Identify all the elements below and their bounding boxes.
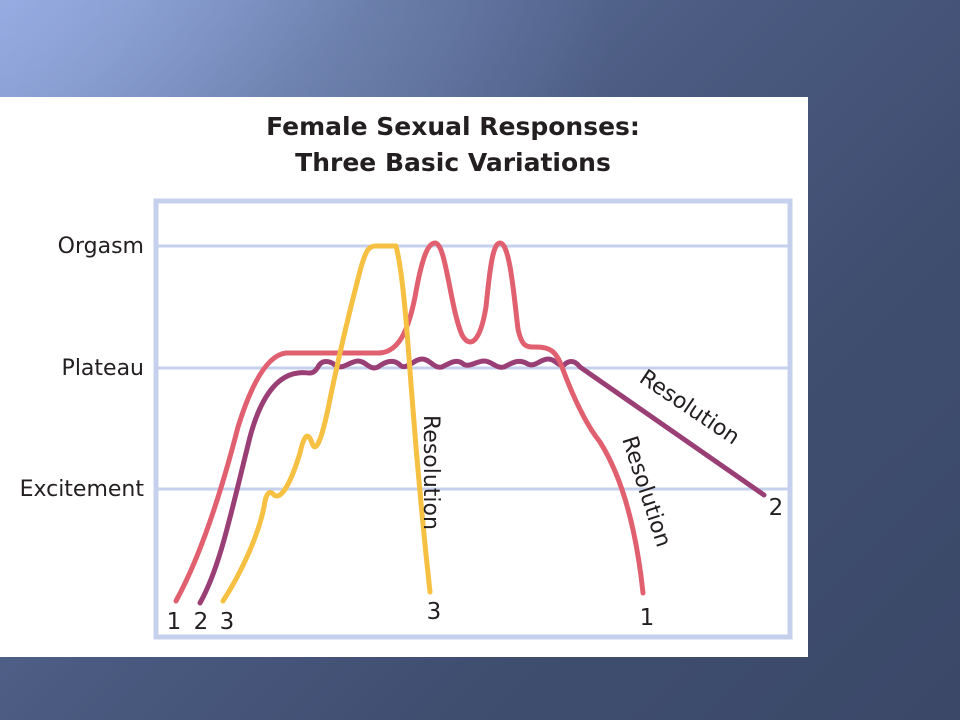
curve-1-start-number: 1 <box>167 609 182 635</box>
curve-2 <box>197 356 767 606</box>
curve-3 <box>220 243 433 604</box>
diagram-title-line2: Three Basic Variations <box>295 148 611 177</box>
curve-1 <box>173 240 646 604</box>
curve-2-end-number: 2 <box>769 495 784 521</box>
curve-2-start-number: 2 <box>194 609 209 635</box>
stage-label-orgasm: Orgasm <box>58 234 144 259</box>
resolution-label-curve-2: Resolution <box>635 365 744 450</box>
curve-3-start-number: 3 <box>220 609 235 635</box>
stage-label-plateau: Plateau <box>62 356 144 381</box>
plot-frame <box>153 198 793 640</box>
resolution-label-curve-3: Resolution <box>418 415 443 530</box>
curve-3-end-number: 3 <box>427 599 442 625</box>
response-diagram: Female Sexual Responses: Three Basic Var… <box>20 112 793 640</box>
curve-1-end-number: 1 <box>640 605 655 631</box>
diagram-panel: Female Sexual Responses: Three Basic Var… <box>0 97 808 657</box>
diagram-title-line1: Female Sexual Responses: <box>266 112 640 141</box>
stage-label-excitement: Excitement <box>20 477 145 502</box>
